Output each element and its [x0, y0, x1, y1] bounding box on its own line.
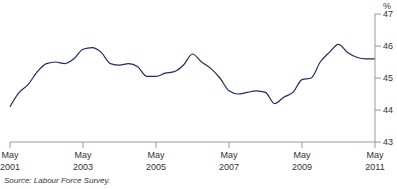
svg-text:May2003: May2003 — [73, 150, 93, 172]
svg-text:43: 43 — [383, 137, 389, 147]
svg-text:May2009: May2009 — [292, 150, 312, 172]
svg-text:47: 47 — [383, 9, 389, 19]
svg-text:May2005: May2005 — [146, 150, 166, 172]
svg-text:45: 45 — [383, 73, 389, 83]
svg-text:44: 44 — [383, 105, 389, 115]
svg-text:May2001: May2001 — [8, 150, 20, 172]
svg-text:46: 46 — [383, 41, 389, 51]
svg-text:May2011: May2011 — [365, 150, 384, 172]
html-text:Source: Labour Force Survey.: Source: Labour Force Survey. — [4, 176, 111, 185]
svg-text:May2007: May2007 — [219, 150, 239, 172]
